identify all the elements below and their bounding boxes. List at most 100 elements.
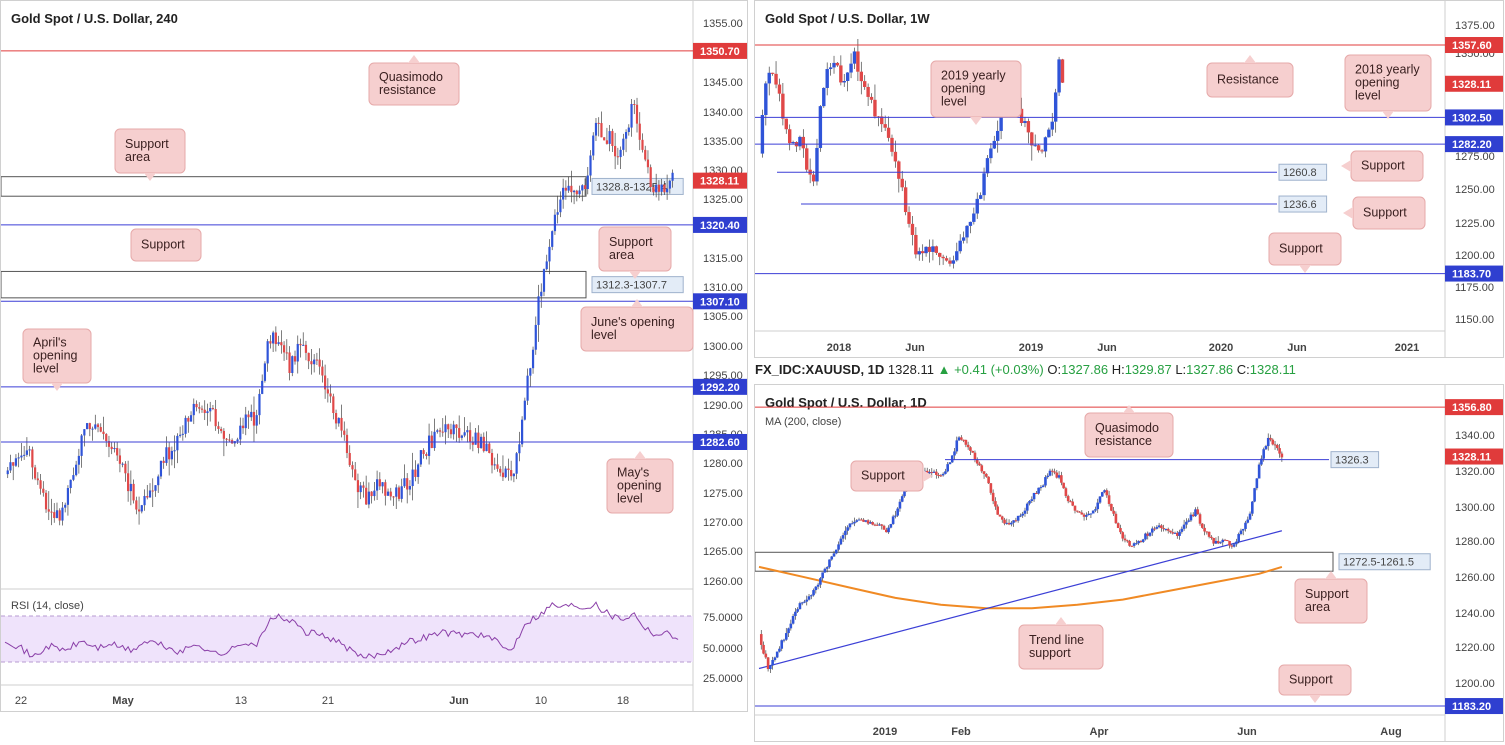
candle-body <box>512 473 515 477</box>
candle-body <box>1164 528 1168 530</box>
candle-body <box>324 375 327 390</box>
candle-body <box>805 599 809 602</box>
current-price-label: 1328.11 <box>1452 79 1491 91</box>
candle-body <box>209 407 212 412</box>
candle-body <box>635 104 639 124</box>
up-triangle-icon: ▲ <box>937 362 951 377</box>
candle-body <box>1044 477 1047 486</box>
candle-body <box>220 428 223 431</box>
candle-body <box>1189 514 1193 521</box>
price-tag-label: 1292.20 <box>700 382 740 394</box>
candle-body <box>1019 515 1022 517</box>
candle-body <box>616 156 619 158</box>
candle-body <box>452 424 455 435</box>
candle-body <box>187 417 190 422</box>
candle-body <box>266 341 269 364</box>
candle-body <box>203 409 206 414</box>
weekly-chart[interactable]: Gold Spot / U.S. Dollar, 1W 1375.001350.0… <box>755 1 1504 358</box>
candle-body <box>814 586 818 591</box>
candle-body <box>1262 449 1265 459</box>
candle-body <box>1182 524 1186 529</box>
candle-body <box>179 434 182 436</box>
candle-body <box>315 359 319 361</box>
candle-body <box>176 435 179 451</box>
candle-body <box>787 129 792 144</box>
candle-body <box>55 510 59 518</box>
callout-text: resistance <box>1095 434 1152 448</box>
candle-body <box>102 431 105 435</box>
candle-body <box>23 454 26 456</box>
candle-body <box>777 84 782 94</box>
candle-body <box>982 471 986 474</box>
candle-body <box>1087 513 1090 516</box>
candle-body <box>334 413 338 424</box>
daily-chart[interactable]: Gold Spot / U.S. Dollar, 1D MA (200, clos… <box>755 385 1504 742</box>
rsi-tick-label: 50.0000 <box>703 643 743 655</box>
candle-body <box>666 188 669 193</box>
candle-body <box>927 246 932 252</box>
callout-pointer <box>1244 55 1256 63</box>
candle-body <box>841 535 845 539</box>
candle-body <box>880 116 884 125</box>
candle-body <box>214 408 217 427</box>
y-tick-label: 1320.00 <box>1455 466 1495 478</box>
candle-body <box>897 161 901 179</box>
candle-body <box>844 530 847 536</box>
candle-body <box>996 130 1000 141</box>
close-value: 1328.11 <box>1249 362 1296 377</box>
candle-body <box>575 190 578 195</box>
candle-body <box>798 603 802 610</box>
y-tick-label: 1265.00 <box>703 546 743 558</box>
support-zone-box <box>755 551 1334 572</box>
y-tick-label: 1250.00 <box>1455 184 1495 196</box>
close-label: C: <box>1236 362 1250 377</box>
candle-body <box>660 184 663 192</box>
callout-text: Support <box>1289 673 1333 687</box>
candle-body <box>499 468 502 473</box>
candle-body <box>47 509 50 512</box>
candle-body <box>969 447 972 451</box>
candle-body <box>852 51 857 64</box>
candle-body <box>471 441 474 445</box>
callout-text: level <box>591 328 617 342</box>
candle-body <box>490 452 494 466</box>
candle-body <box>846 527 849 531</box>
trend-line <box>758 530 1283 670</box>
candle-body <box>1207 531 1211 537</box>
candle-body <box>463 432 466 436</box>
candle-body <box>1007 522 1011 525</box>
candle-body <box>869 522 872 524</box>
candle-body <box>998 514 1002 517</box>
y-tick-label: 1225.00 <box>1455 218 1495 230</box>
candle-body <box>955 251 959 261</box>
x-tick-label: 18 <box>617 695 629 707</box>
candle-body <box>50 511 53 513</box>
candle-body <box>948 462 952 465</box>
candle-body <box>384 482 387 496</box>
candle-body <box>386 491 390 496</box>
candle-body <box>807 596 811 600</box>
candle-body <box>272 332 275 344</box>
candle-body <box>1235 541 1238 545</box>
y-tick-label: 1355.00 <box>703 18 743 30</box>
price-tag-resistance <box>1445 399 1503 416</box>
candle-body <box>760 115 765 154</box>
candle-body <box>1089 513 1093 515</box>
price-tag-label: 1356.80 <box>1452 402 1492 414</box>
candle-body <box>559 199 562 213</box>
level-label: 1260.8 <box>1283 167 1317 179</box>
candle-body <box>668 180 671 189</box>
candle-body <box>946 464 949 472</box>
candle-body <box>1023 510 1027 514</box>
price-tag-label: 1350.70 <box>700 46 740 58</box>
candle-body <box>562 187 565 200</box>
h4-chart-panel[interactable]: Gold Spot / U.S. Dollar, 240 1355.00 1345.… <box>0 0 748 712</box>
candle-body <box>999 109 1003 131</box>
candle-body <box>9 462 12 471</box>
candle-body <box>1030 499 1034 501</box>
weekly-chart-panel[interactable]: Gold Spot / U.S. Dollar, 1W 1375.00 1350.0… <box>754 0 1504 358</box>
candle-body <box>252 411 256 426</box>
daily-chart-panel[interactable]: Gold Spot / U.S. Dollar, 1D MA (200, clos… <box>754 384 1504 742</box>
h4-chart[interactable]: Gold Spot / U.S. Dollar, 240 1355.00 1345.… <box>1 1 748 712</box>
candle-body <box>627 127 630 133</box>
